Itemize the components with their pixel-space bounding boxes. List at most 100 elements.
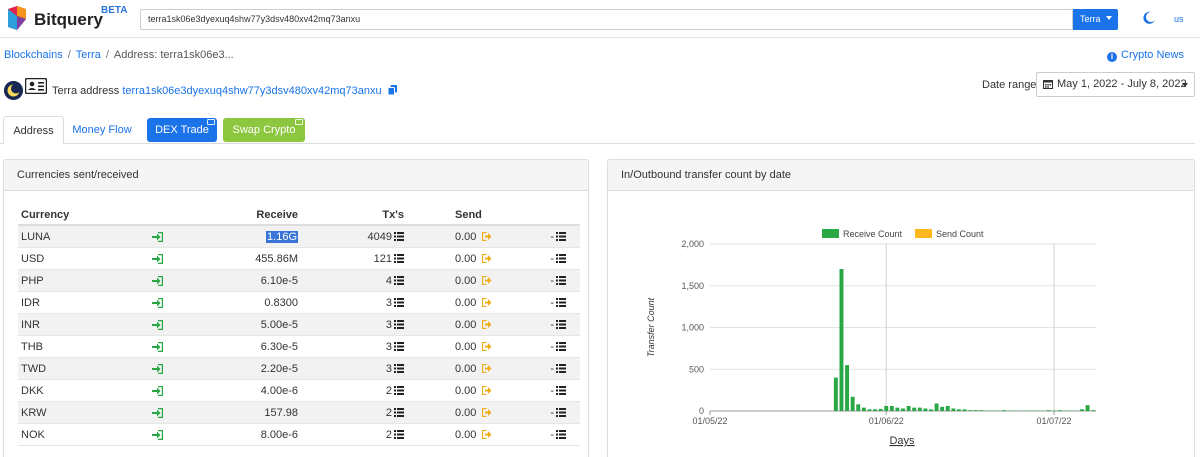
receive-count-bar	[945, 405, 950, 411]
send-out-icon[interactable]	[476, 275, 492, 287]
list-icon[interactable]	[554, 275, 566, 287]
send-out-icon[interactable]	[476, 253, 492, 265]
send-tx-cell[interactable]: -	[550, 275, 566, 287]
tx-count-cell[interactable]: 4049	[368, 231, 404, 243]
column-header-receive[interactable]: Receive	[256, 209, 298, 221]
receive-in-icon[interactable]	[152, 364, 163, 374]
currency-cell[interactable]: THB	[21, 341, 43, 353]
column-header-send[interactable]: Send	[455, 209, 482, 221]
currency-cell[interactable]: TWD	[21, 363, 47, 375]
address-search-input[interactable]: terra1sk06e3dyexuq4shw77y3dsv480xv42mq73…	[140, 9, 1073, 30]
send-out-icon[interactable]	[476, 341, 492, 353]
tx-count-cell[interactable]: 2	[386, 429, 404, 441]
list-icon[interactable]	[554, 231, 566, 243]
receive-count-bar	[850, 396, 855, 411]
x-tick-label: 01/07/22	[1037, 416, 1072, 426]
list-icon[interactable]	[554, 297, 566, 309]
bitquery-logo-icon[interactable]	[6, 6, 28, 30]
brand-name[interactable]: Bitquery	[34, 10, 103, 29]
receive-in-icon[interactable]	[152, 254, 163, 264]
list-icon[interactable]	[392, 385, 404, 397]
copy-icon[interactable]	[387, 85, 397, 95]
list-icon[interactable]	[392, 363, 404, 375]
tab-money-flow[interactable]: Money Flow	[72, 124, 132, 136]
send-tx-cell[interactable]: -	[550, 297, 566, 309]
network-select-button[interactable]: Terra	[1073, 9, 1118, 30]
send-out-icon[interactable]	[476, 363, 492, 375]
send-tx-cell[interactable]: -	[550, 407, 566, 419]
list-icon[interactable]	[554, 319, 566, 331]
list-icon[interactable]	[392, 253, 404, 265]
send-out-icon[interactable]	[476, 385, 492, 397]
currency-cell[interactable]: INR	[21, 319, 40, 331]
list-icon[interactable]	[554, 429, 566, 441]
receive-in-icon[interactable]	[152, 320, 163, 330]
currency-cell[interactable]: USD	[21, 253, 45, 265]
tx-count-cell[interactable]: 3	[386, 363, 404, 375]
send-out-icon[interactable]	[476, 319, 492, 331]
list-icon[interactable]	[392, 319, 404, 331]
breadcrumb-blockchains[interactable]: Blockchains	[4, 49, 63, 61]
currency-cell[interactable]: KRW	[21, 407, 47, 419]
receive-in-icon[interactable]	[152, 386, 163, 396]
list-icon[interactable]	[392, 429, 404, 441]
receive-count-bar	[889, 405, 894, 411]
currency-cell[interactable]: DKK	[21, 385, 44, 397]
y-tick-label: 0	[699, 406, 704, 416]
list-icon[interactable]	[554, 363, 566, 375]
currency-cell[interactable]: IDR	[21, 297, 40, 309]
column-header-currency[interactable]: Currency	[21, 209, 70, 221]
tx-count-cell[interactable]: 3	[386, 297, 404, 309]
receive-in-icon[interactable]	[152, 276, 163, 286]
receive-in-icon[interactable]	[152, 430, 163, 440]
send-tx-cell[interactable]: -	[550, 341, 566, 353]
tx-count-cell[interactable]: 4	[386, 275, 404, 287]
receive-in-icon[interactable]	[152, 298, 163, 308]
send-amount-cell: 0.00	[455, 297, 492, 309]
receive-in-icon[interactable]	[152, 342, 163, 352]
language-selector[interactable]: us	[1174, 14, 1184, 24]
tab-swap-crypto[interactable]: Swap Crypto	[223, 118, 305, 142]
tab-dex-trade[interactable]: DEX Trade	[147, 118, 217, 142]
send-tx-cell[interactable]: -	[550, 253, 566, 265]
tx-count-cell[interactable]: 2	[386, 385, 404, 397]
send-tx-cell[interactable]: -	[550, 363, 566, 375]
send-tx-cell[interactable]: -	[550, 231, 566, 243]
send-tx-cell[interactable]: -	[550, 429, 566, 441]
list-icon[interactable]	[554, 253, 566, 265]
date-range-picker[interactable]: May 1, 2022 - July 8, 2022	[1036, 72, 1195, 97]
terra-luna-icon	[4, 81, 23, 100]
list-icon[interactable]	[392, 275, 404, 287]
send-out-icon[interactable]	[476, 429, 492, 441]
tab-address[interactable]: Address	[3, 116, 64, 145]
list-icon[interactable]	[554, 385, 566, 397]
send-tx-cell[interactable]: -	[550, 319, 566, 331]
send-tx-value: -	[550, 253, 554, 265]
currency-cell[interactable]: NOK	[21, 429, 45, 441]
list-icon[interactable]	[392, 407, 404, 419]
list-icon[interactable]	[392, 297, 404, 309]
table-row: NOK 8.00e-6 2 0.00 -	[18, 424, 580, 446]
list-icon[interactable]	[554, 407, 566, 419]
list-icon[interactable]	[392, 231, 404, 243]
list-icon[interactable]	[554, 341, 566, 353]
crypto-news-link[interactable]: i Crypto News	[1107, 49, 1184, 62]
send-out-icon[interactable]	[476, 231, 492, 243]
receive-amount-value: 5.00e-5	[260, 319, 298, 331]
currency-cell[interactable]: LUNA	[21, 231, 51, 243]
tx-count-cell[interactable]: 2	[386, 407, 404, 419]
send-out-icon[interactable]	[476, 297, 492, 309]
currency-cell[interactable]: PHP	[21, 275, 44, 287]
send-out-icon[interactable]	[476, 407, 492, 419]
tx-count-cell[interactable]: 121	[374, 253, 404, 265]
breadcrumb-terra[interactable]: Terra	[75, 49, 101, 61]
receive-in-icon[interactable]	[152, 232, 163, 242]
dark-mode-moon-icon[interactable]	[1142, 11, 1156, 25]
receive-in-icon[interactable]	[152, 408, 163, 418]
address-hash-link[interactable]: terra1sk06e3dyexuq4shw77y3dsv480xv42mq73…	[122, 85, 382, 97]
tx-count-cell[interactable]: 3	[386, 319, 404, 331]
list-icon[interactable]	[392, 341, 404, 353]
send-tx-cell[interactable]: -	[550, 385, 566, 397]
column-header-txs[interactable]: Tx's	[382, 209, 404, 221]
tx-count-cell[interactable]: 3	[386, 341, 404, 353]
